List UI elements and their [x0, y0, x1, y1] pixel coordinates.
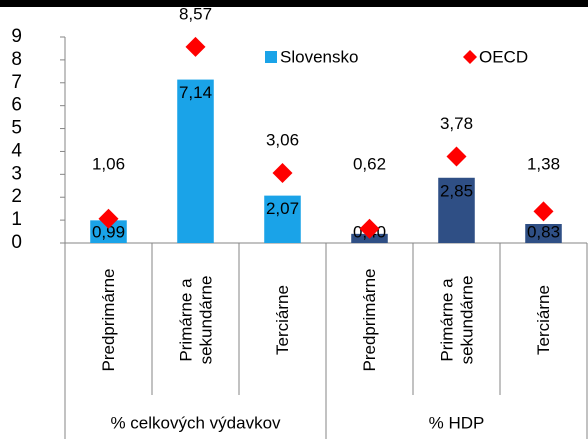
legend-label: OECD	[479, 47, 528, 66]
y-tick-label: 2	[11, 186, 22, 207]
group-label: % celkových výdavkov	[110, 413, 281, 432]
bar	[90, 220, 127, 243]
group-label: % HDP	[429, 413, 485, 432]
data-label: 0,83	[527, 222, 560, 241]
diamond-marker	[359, 218, 380, 239]
diamond-marker	[533, 201, 554, 222]
y-tick-label: 1	[11, 209, 22, 230]
y-tick-label: 5	[11, 118, 22, 139]
x-tick-label: Primárne asekundárne	[437, 276, 476, 365]
x-tick-label: Primárne asekundárne	[176, 276, 215, 365]
diamond-marker	[185, 36, 206, 57]
legend-swatch	[265, 51, 277, 63]
data-label: 8,57	[179, 4, 212, 23]
data-label: 3,06	[266, 130, 299, 149]
bar	[438, 177, 475, 243]
bar	[525, 224, 562, 243]
bar	[264, 195, 301, 243]
x-tick-label: Predprimárne	[360, 269, 379, 372]
data-label: 7,14	[179, 83, 212, 102]
y-tick-label: 3	[11, 163, 22, 184]
y-tick-label: 6	[11, 95, 22, 116]
data-label: 1,38	[527, 154, 560, 173]
legend-label: Slovensko	[280, 47, 358, 66]
diamond-marker	[272, 162, 293, 183]
diamond-marker	[446, 146, 467, 167]
x-tick-label: Terciárne	[273, 285, 292, 355]
y-tick-label: 7	[11, 72, 22, 93]
y-tick-label: 8	[11, 49, 22, 70]
x-tick-label: Predprimárne	[99, 269, 118, 372]
data-label: 0,62	[353, 154, 386, 173]
data-label: 2,07	[266, 199, 299, 218]
data-label: 1,06	[92, 154, 125, 173]
top-band	[0, 0, 588, 7]
diamond-marker	[98, 208, 119, 229]
bar	[177, 79, 214, 243]
data-label: 0,99	[92, 222, 125, 241]
legend-swatch	[463, 50, 477, 64]
x-tick-label: Terciárne	[534, 285, 553, 355]
data-label: 3,78	[440, 114, 473, 133]
y-tick-label: 4	[11, 140, 22, 161]
data-label: 2,85	[440, 181, 473, 200]
y-tick-label: 9	[11, 26, 22, 47]
y-tick-label: 0	[11, 232, 22, 253]
